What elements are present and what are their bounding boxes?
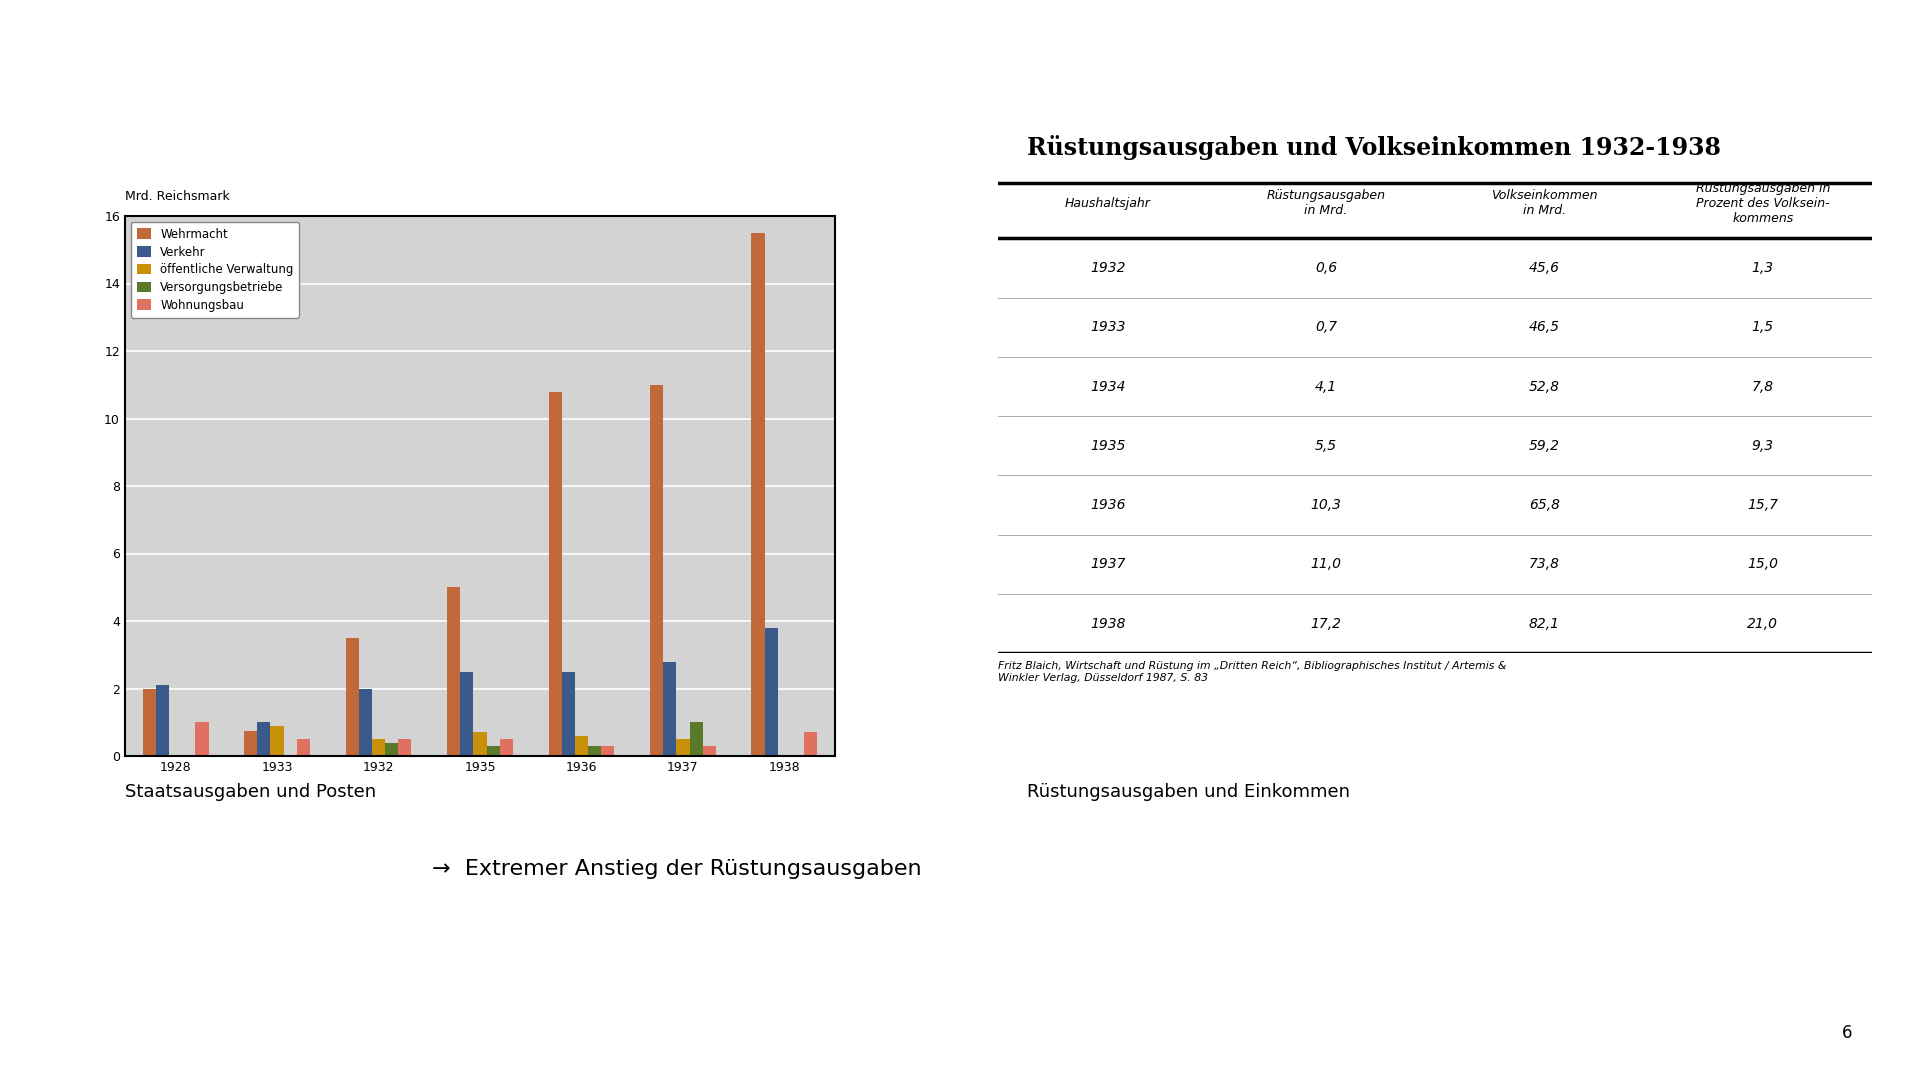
Text: Rüstungsausgaben und Einkommen: Rüstungsausgaben und Einkommen xyxy=(1027,783,1350,801)
Text: 82,1: 82,1 xyxy=(1528,617,1559,631)
Text: Rüstungsausgaben in
Prozent des Volksein-
kommens: Rüstungsausgaben in Prozent des Volksein… xyxy=(1695,181,1830,225)
Bar xyxy=(196,723,209,756)
Text: 1,3: 1,3 xyxy=(1751,261,1774,275)
Bar xyxy=(447,588,461,756)
Bar xyxy=(244,731,257,756)
Text: 65,8: 65,8 xyxy=(1528,498,1559,512)
Bar xyxy=(651,384,662,756)
Text: 45,6: 45,6 xyxy=(1528,261,1559,275)
Bar xyxy=(751,233,764,756)
Text: Staatsausgaben und Posten: Staatsausgaben und Posten xyxy=(125,783,376,801)
Text: 1932: 1932 xyxy=(1091,261,1125,275)
Text: 5,5: 5,5 xyxy=(1315,438,1336,453)
Bar xyxy=(486,746,499,756)
Bar xyxy=(386,743,397,756)
Text: 1937: 1937 xyxy=(1091,557,1125,571)
Text: 7,8: 7,8 xyxy=(1751,379,1774,393)
Text: 15,0: 15,0 xyxy=(1747,557,1778,571)
Text: Haushaltsjahr: Haushaltsjahr xyxy=(1066,197,1150,210)
Bar xyxy=(703,746,716,756)
Text: 6: 6 xyxy=(1843,1024,1853,1042)
Text: 21,0: 21,0 xyxy=(1747,617,1778,631)
Text: 17,2: 17,2 xyxy=(1311,617,1342,631)
Bar xyxy=(359,689,372,756)
Text: 10,3: 10,3 xyxy=(1311,498,1342,512)
Text: →  Extremer Anstieg der Rüstungsausgaben: → Extremer Anstieg der Rüstungsausgaben xyxy=(432,860,922,879)
Bar xyxy=(676,739,689,756)
Text: Fritz Blaich, Wirtschaft und Rüstung im „Dritten Reich“, Bibliographisches Insti: Fritz Blaich, Wirtschaft und Rüstung im … xyxy=(998,661,1507,683)
Bar xyxy=(563,672,574,756)
Text: 1935: 1935 xyxy=(1091,438,1125,453)
Bar xyxy=(662,661,676,756)
Bar xyxy=(142,689,156,756)
Bar xyxy=(689,723,703,756)
Text: Mrd. Reichsmark: Mrd. Reichsmark xyxy=(125,190,230,203)
Text: 1936: 1936 xyxy=(1091,498,1125,512)
Text: 1938: 1938 xyxy=(1091,617,1125,631)
Text: 73,8: 73,8 xyxy=(1528,557,1559,571)
Text: 1934: 1934 xyxy=(1091,379,1125,393)
Legend: Wehrmacht, Verkehr, öffentliche Verwaltung, Versorgungsbetriebe, Wohnungsbau: Wehrmacht, Verkehr, öffentliche Verwaltu… xyxy=(131,221,300,318)
Bar xyxy=(397,739,411,756)
Bar xyxy=(499,739,513,756)
Bar xyxy=(804,732,818,756)
Bar xyxy=(271,726,284,756)
Bar xyxy=(588,746,601,756)
Bar xyxy=(764,627,778,756)
Text: 11,0: 11,0 xyxy=(1311,557,1342,571)
Bar xyxy=(549,391,563,756)
Bar xyxy=(372,739,386,756)
Bar xyxy=(257,723,271,756)
Text: 46,5: 46,5 xyxy=(1528,320,1559,334)
Text: Rüstungsausgaben und Volkseinkommen 1932-1938: Rüstungsausgaben und Volkseinkommen 1932… xyxy=(1027,135,1720,160)
Text: Volkseinkommen
in Mrd.: Volkseinkommen in Mrd. xyxy=(1492,189,1597,217)
Text: 52,8: 52,8 xyxy=(1528,379,1559,393)
Bar xyxy=(601,746,614,756)
Text: 59,2: 59,2 xyxy=(1528,438,1559,453)
Bar xyxy=(346,638,359,756)
Text: 0,7: 0,7 xyxy=(1315,320,1336,334)
Text: 15,7: 15,7 xyxy=(1747,498,1778,512)
Text: 9,3: 9,3 xyxy=(1751,438,1774,453)
Bar xyxy=(474,732,486,756)
Bar xyxy=(298,739,309,756)
Text: 1,5: 1,5 xyxy=(1751,320,1774,334)
Bar xyxy=(574,735,588,756)
Text: 4,1: 4,1 xyxy=(1315,379,1336,393)
Bar xyxy=(461,672,474,756)
Text: 1933: 1933 xyxy=(1091,320,1125,334)
Bar xyxy=(156,685,169,756)
Text: Rüstungsausgaben
in Mrd.: Rüstungsausgaben in Mrd. xyxy=(1267,189,1386,217)
Text: 0,6: 0,6 xyxy=(1315,261,1336,275)
